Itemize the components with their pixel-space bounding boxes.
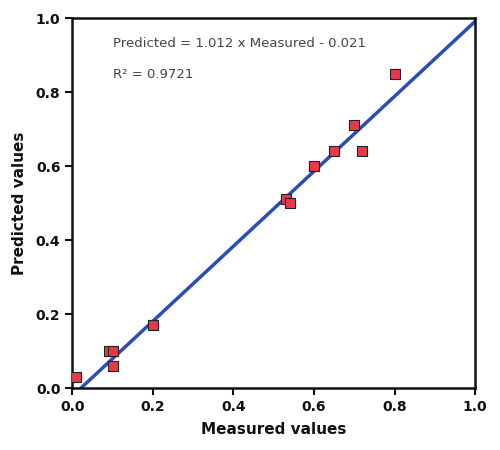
- Point: [108, 363, 116, 370]
- X-axis label: Measured values: Measured values: [201, 423, 346, 437]
- Point: [358, 148, 366, 155]
- Point: [330, 148, 338, 155]
- Point: [310, 162, 318, 170]
- Text: R² = 0.9721: R² = 0.9721: [112, 68, 193, 81]
- Point: [350, 122, 358, 129]
- Y-axis label: Predicted values: Predicted values: [12, 131, 28, 275]
- Point: [390, 70, 398, 77]
- Point: [282, 196, 290, 203]
- Point: [72, 374, 80, 381]
- Point: [149, 322, 157, 329]
- Point: [108, 348, 116, 355]
- Text: Predicted = 1.012 x Measured - 0.021: Predicted = 1.012 x Measured - 0.021: [112, 36, 366, 50]
- Point: [286, 200, 294, 207]
- Point: [104, 348, 112, 355]
